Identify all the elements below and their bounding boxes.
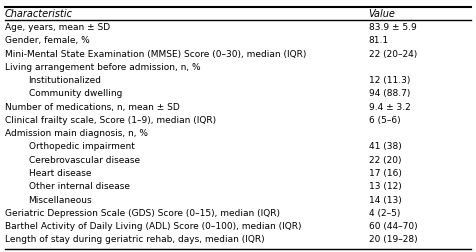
Text: Admission main diagnosis, n, %: Admission main diagnosis, n, % [5,129,148,138]
Text: Age, years, mean ± SD: Age, years, mean ± SD [5,23,110,32]
Text: Miscellaneous: Miscellaneous [29,195,92,204]
Text: Living arrangement before admission, n, %: Living arrangement before admission, n, … [5,62,200,72]
Text: Cerebrovascular disease: Cerebrovascular disease [29,155,139,164]
Text: Mini-Mental State Examination (MMSE) Score (0–30), median (IQR): Mini-Mental State Examination (MMSE) Sco… [5,49,306,58]
Text: Value: Value [368,9,396,19]
Text: 22 (20): 22 (20) [368,155,401,164]
Text: Clinical frailty scale, Score (1–9), median (IQR): Clinical frailty scale, Score (1–9), med… [5,115,216,124]
Text: 22 (20–24): 22 (20–24) [368,49,417,58]
Text: Characteristic: Characteristic [5,9,73,19]
Text: Institutionalized: Institutionalized [29,76,101,85]
Text: Heart disease: Heart disease [29,168,91,177]
Text: 13 (12): 13 (12) [368,181,401,191]
Text: Length of stay during geriatric rehab, days, median (IQR): Length of stay during geriatric rehab, d… [5,234,264,243]
Text: 17 (16): 17 (16) [368,168,401,177]
Text: 60 (44–70): 60 (44–70) [368,221,417,230]
Text: 4 (2–5): 4 (2–5) [368,208,400,217]
Text: 41 (38): 41 (38) [368,142,401,151]
Text: Barthel Activity of Daily Living (ADL) Score (0–100), median (IQR): Barthel Activity of Daily Living (ADL) S… [5,221,301,230]
Text: 81.1: 81.1 [368,36,389,45]
Text: 6 (5–6): 6 (5–6) [368,115,400,124]
Text: Number of medications, n, mean ± SD: Number of medications, n, mean ± SD [5,102,179,111]
Text: Orthopedic impairment: Orthopedic impairment [29,142,134,151]
Text: Gender, female, %: Gender, female, % [5,36,89,45]
Text: Geriatric Depression Scale (GDS) Score (0–15), median (IQR): Geriatric Depression Scale (GDS) Score (… [5,208,280,217]
Text: 9.4 ± 3.2: 9.4 ± 3.2 [368,102,410,111]
Text: Community dwelling: Community dwelling [29,89,122,98]
Text: 94 (88.7): 94 (88.7) [368,89,410,98]
Text: 12 (11.3): 12 (11.3) [368,76,410,85]
Text: 20 (19–28): 20 (19–28) [368,234,417,243]
Text: 83.9 ± 5.9: 83.9 ± 5.9 [368,23,416,32]
Text: 14 (13): 14 (13) [368,195,401,204]
Text: Other internal disease: Other internal disease [29,181,129,191]
